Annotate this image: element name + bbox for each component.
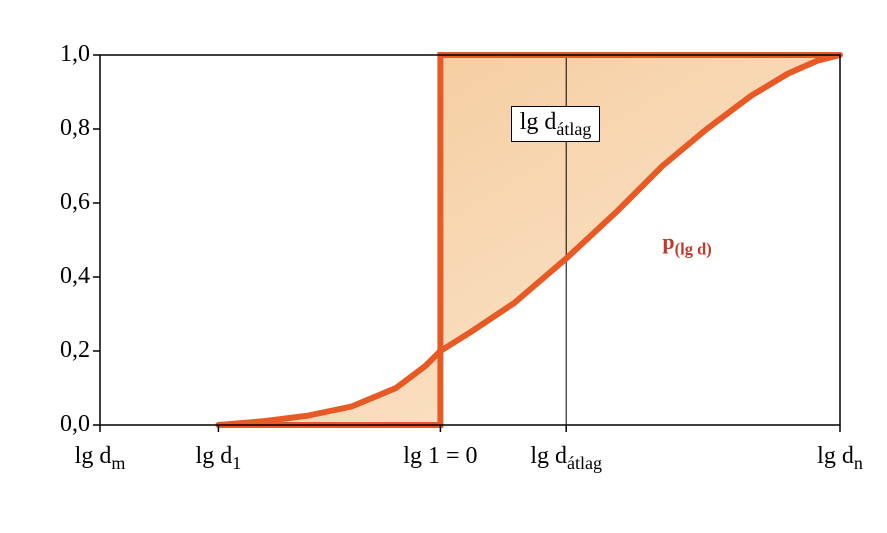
x-tick-label: lg 1 = 0 xyxy=(403,443,477,470)
y-tick-label: 0,4 xyxy=(30,263,90,290)
p-curve-label: p(lg d) xyxy=(662,229,711,259)
x-tick-label: lg d1 xyxy=(196,443,242,474)
chart-root: { "chart": { "type": "line", "dimensions… xyxy=(0,0,887,533)
x-tick-label: lg dátlag xyxy=(530,443,602,474)
y-tick-label: 0,0 xyxy=(30,411,90,438)
y-tick-label: 0,2 xyxy=(30,337,90,364)
y-tick-label: 0,6 xyxy=(30,189,90,216)
x-tick-label: lg dm xyxy=(75,443,126,474)
y-tick-label: 1,0 xyxy=(30,41,90,68)
y-tick-label: 0,8 xyxy=(30,115,90,142)
x-tick-label: lg dn xyxy=(817,443,863,474)
mean-label-box: lg dátlag xyxy=(511,106,601,143)
